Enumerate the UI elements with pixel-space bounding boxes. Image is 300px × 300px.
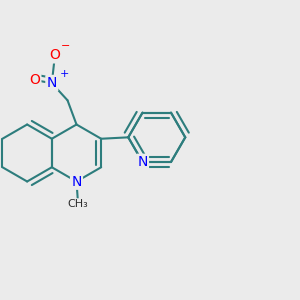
Text: CH₃: CH₃ bbox=[68, 200, 88, 209]
Text: O: O bbox=[49, 48, 60, 62]
Text: N: N bbox=[137, 155, 148, 169]
Text: +: + bbox=[59, 69, 69, 79]
Text: N: N bbox=[71, 175, 82, 188]
Text: O: O bbox=[29, 73, 40, 87]
Text: −: − bbox=[61, 41, 71, 51]
Text: N: N bbox=[46, 76, 57, 90]
